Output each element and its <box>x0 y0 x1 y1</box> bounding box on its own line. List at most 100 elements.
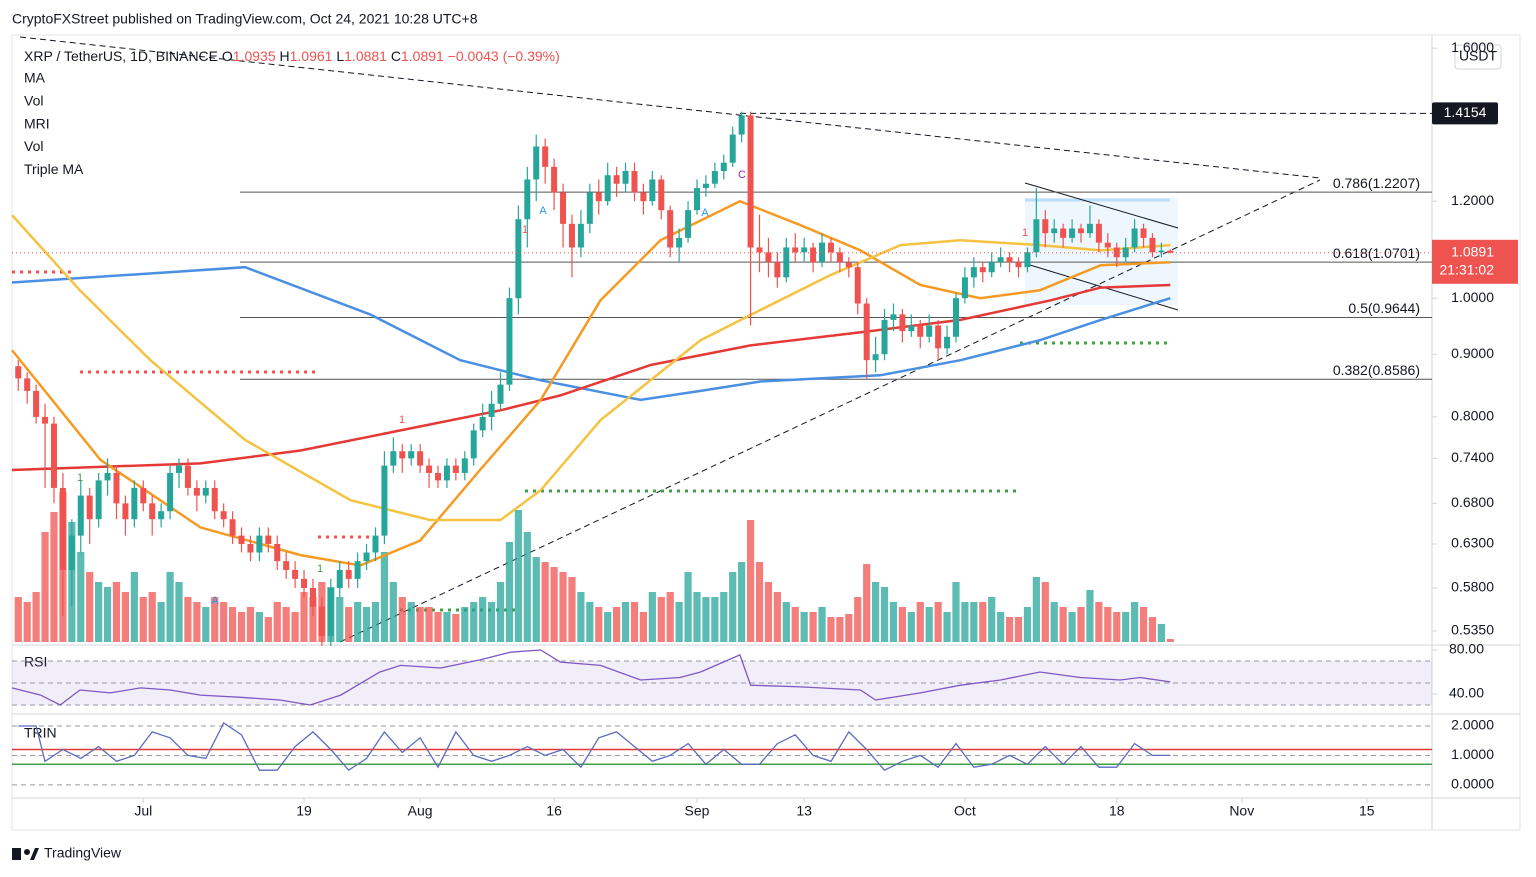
volume-bar <box>336 597 344 642</box>
volume-bar <box>443 612 451 642</box>
volume-bar <box>112 582 121 642</box>
candle-body <box>167 472 174 512</box>
volume-bar <box>595 607 603 642</box>
ohlc-value: 1.0891 <box>401 48 444 64</box>
candle-body <box>685 210 692 238</box>
volume-bar <box>755 562 764 642</box>
candle-body <box>863 303 870 361</box>
volume-bar <box>872 582 880 642</box>
candle-body <box>381 465 388 536</box>
candle-body <box>229 519 236 536</box>
candle-body <box>24 378 31 391</box>
candle-body <box>1140 228 1147 238</box>
candle-body <box>765 252 772 263</box>
candle-body <box>1006 257 1013 263</box>
candle-body <box>854 267 861 304</box>
volume-bar <box>41 532 49 642</box>
volume-bar <box>1086 590 1094 642</box>
volume-bar <box>648 592 656 642</box>
candle-body <box>68 535 75 570</box>
volume-bar <box>300 592 308 642</box>
trin-tick-label: 2.0000 <box>1451 717 1494 733</box>
volume-bar <box>470 602 478 642</box>
candle-body <box>452 465 459 473</box>
volume-bar <box>514 510 522 642</box>
candle-body <box>506 298 513 385</box>
marker: 1 <box>399 414 405 426</box>
candle-body <box>917 325 924 337</box>
x-tick-label: 16 <box>546 803 562 819</box>
candle-body <box>390 451 397 466</box>
candle-body <box>542 146 549 167</box>
candle-body <box>738 115 745 135</box>
candle-body <box>944 336 951 349</box>
volume-bar <box>863 564 871 642</box>
candle-body <box>881 319 888 355</box>
volume-bar <box>666 592 674 642</box>
y-tick-label: 1.0000 <box>1451 289 1494 305</box>
candle-body <box>193 487 200 496</box>
volume-bar <box>505 542 514 642</box>
candle-body <box>1069 228 1076 238</box>
marker: A <box>211 595 219 607</box>
volume-bar <box>282 607 290 642</box>
volume-bar <box>416 607 424 642</box>
volume-bar <box>434 612 442 642</box>
volume-bar <box>354 602 362 642</box>
volume-bar <box>559 572 567 642</box>
volume-bar <box>121 592 130 642</box>
candle-body <box>747 115 754 248</box>
marker: 1 <box>522 224 528 236</box>
candle-body <box>1024 252 1031 268</box>
volume-bar <box>50 512 58 642</box>
candle-body <box>1122 247 1129 258</box>
volume-bar <box>309 597 317 642</box>
candle-body <box>184 465 191 488</box>
marker: 1 <box>1022 227 1028 239</box>
y-tick-label: 0.8000 <box>1451 408 1494 424</box>
candle-body <box>1042 219 1049 234</box>
candle-body <box>524 179 531 220</box>
volume-bar <box>943 612 951 642</box>
fib-label: 0.5(0.9644) <box>1348 300 1420 316</box>
volume-bar <box>398 597 406 642</box>
ohlc-value: 1.0935 <box>233 48 276 64</box>
candle-body <box>354 561 361 579</box>
volume-bar <box>23 602 31 642</box>
volume-bar <box>979 602 987 642</box>
volume-bar <box>291 612 299 642</box>
candle-body <box>1051 228 1058 234</box>
moving-average <box>11 283 1171 472</box>
currency: USDT <box>1459 48 1498 64</box>
candle-body <box>801 247 808 253</box>
candle-body <box>488 403 495 417</box>
trin-tick-label: 0.0000 <box>1451 776 1494 792</box>
volume-bar <box>228 607 237 642</box>
volume-bar <box>211 597 219 642</box>
candle-body <box>1078 228 1085 234</box>
fib-label: 0.786(1.2207) <box>1333 175 1420 191</box>
trend-line <box>339 179 1321 643</box>
ohlc-prefix: L <box>336 48 344 64</box>
volume-bar <box>1059 607 1067 642</box>
volume-bar <box>782 602 790 642</box>
candle-body <box>836 252 843 263</box>
rsi-tick-label: 40.00 <box>1449 685 1484 701</box>
candle-body <box>640 192 647 202</box>
candle-body <box>86 495 93 520</box>
volume-bar <box>1023 607 1032 642</box>
volume-bar <box>898 607 907 642</box>
candle-body <box>461 458 468 473</box>
x-tick-label: 19 <box>296 803 312 819</box>
candle-body <box>1060 228 1067 238</box>
volume-bar <box>827 617 835 642</box>
y-tick-label: 0.5350 <box>1451 622 1494 638</box>
volume-bar <box>32 592 40 642</box>
volume-bar <box>1050 602 1058 642</box>
candle-body <box>158 511 165 520</box>
candle-body <box>631 171 638 193</box>
x-tick-label: Jul <box>134 803 152 819</box>
x-tick-label: 18 <box>1109 803 1125 819</box>
candle-body <box>1015 262 1022 268</box>
